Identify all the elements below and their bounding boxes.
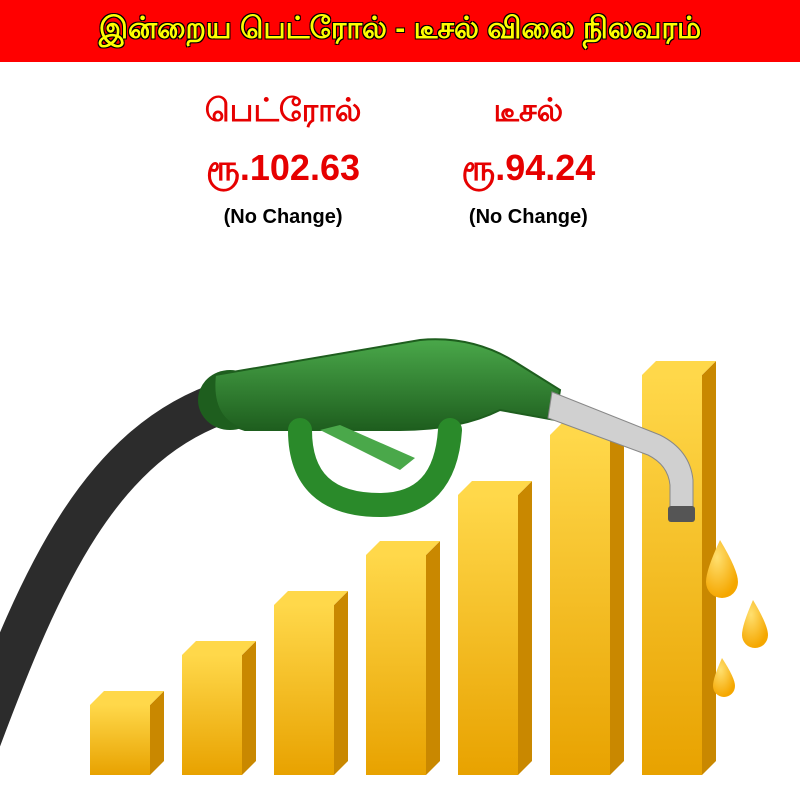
petrol-label: பெட்ரோல் [205, 92, 362, 133]
petrol-status: (No Change) [205, 206, 362, 229]
bar [274, 591, 348, 775]
diesel-status: (No Change) [461, 206, 595, 229]
petrol-block: பெட்ரோல் ரூ.102.63 (No Change) [205, 92, 362, 229]
price-row: பெட்ரோல் ரூ.102.63 (No Change) டீசல் ரூ.… [0, 92, 800, 229]
header-title: இன்றைய பெட்ரோல் - டீசல் விலை நிலவரம் [0, 12, 800, 50]
header-banner: இன்றைய பெட்ரோல் - டீசல் விலை நிலவரம் [0, 0, 800, 62]
diesel-label: டீசல் [461, 92, 595, 133]
bar [90, 691, 164, 775]
diesel-block: டீசல் ரூ.94.24 (No Change) [461, 92, 595, 229]
fuel-chart-graphic [0, 280, 800, 800]
diesel-price: ரூ.94.24 [461, 147, 595, 194]
bar [550, 421, 624, 775]
bar [642, 361, 716, 775]
bar [366, 541, 440, 775]
bar [182, 641, 256, 775]
bar [458, 481, 532, 775]
petrol-price: ரூ.102.63 [205, 147, 362, 194]
